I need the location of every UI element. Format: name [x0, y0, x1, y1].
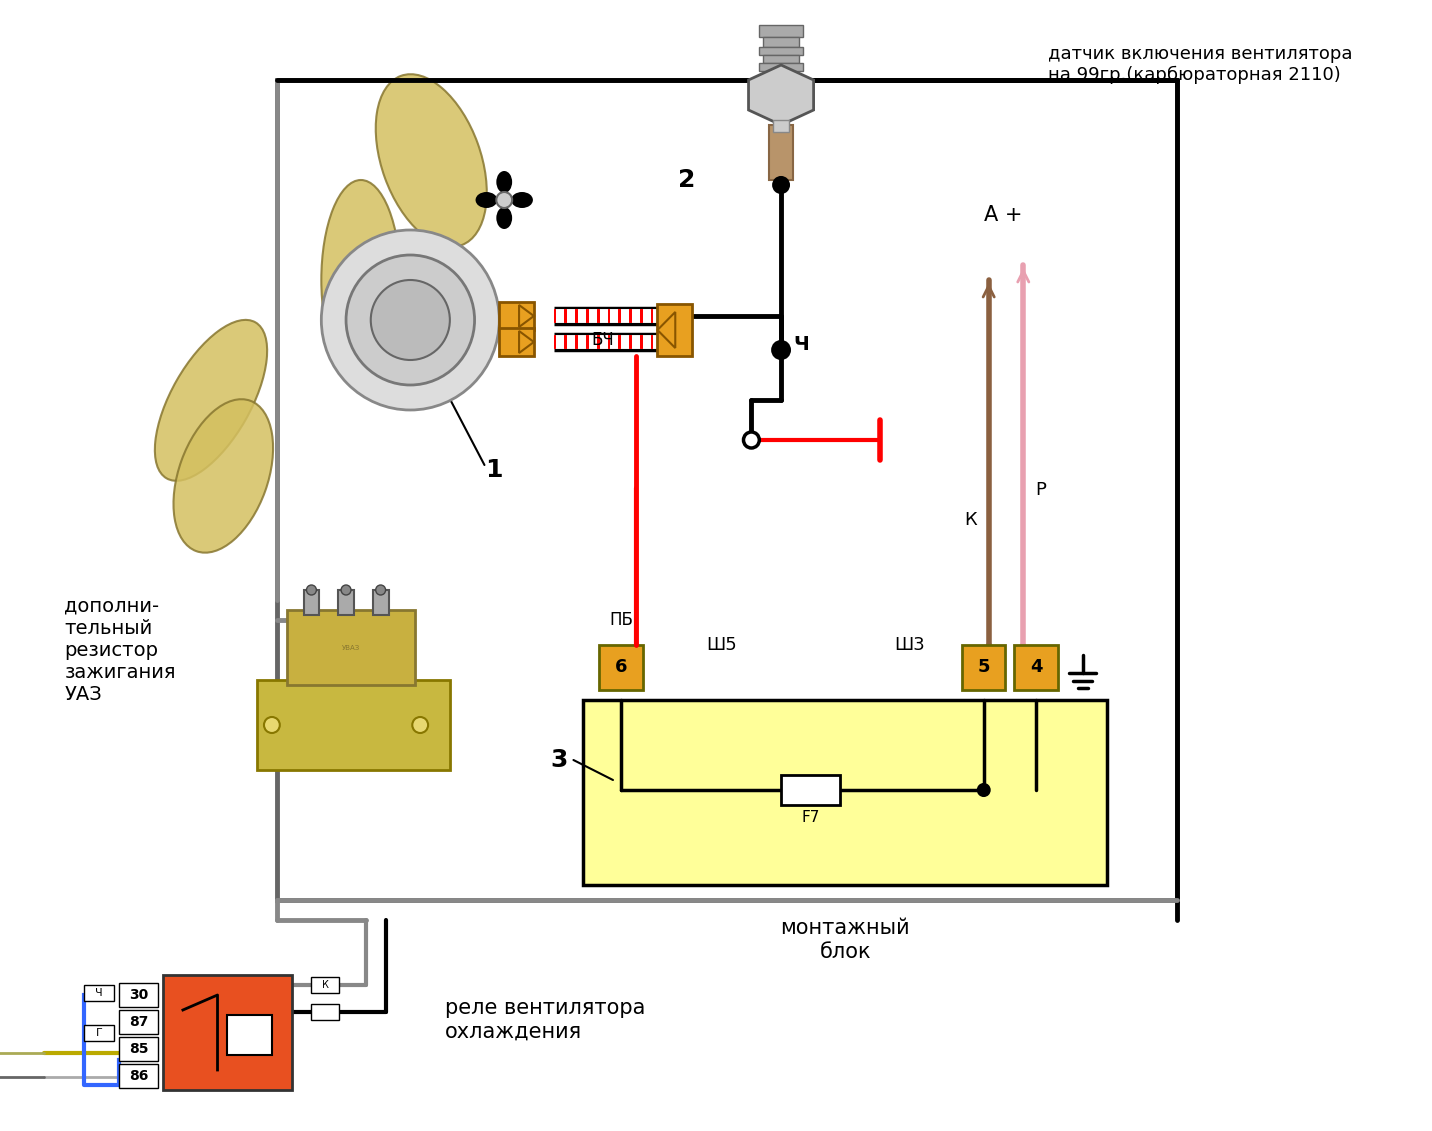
Bar	[119, 1037, 158, 1061]
Ellipse shape	[155, 320, 268, 481]
Bar	[763, 37, 799, 48]
Text: УВАЗ: УВАЗ	[342, 645, 359, 651]
Text: 86: 86	[129, 1069, 147, 1083]
Bar	[119, 1064, 158, 1088]
Circle shape	[371, 280, 450, 360]
Bar	[338, 590, 354, 615]
Bar	[304, 590, 319, 615]
Circle shape	[321, 230, 500, 411]
Circle shape	[773, 176, 789, 193]
Text: 2: 2	[679, 169, 696, 192]
Bar	[500, 328, 534, 356]
Bar	[759, 48, 803, 55]
Circle shape	[497, 192, 513, 208]
Text: 30: 30	[129, 988, 147, 1002]
Polygon shape	[657, 312, 676, 348]
Text: Р: Р	[1035, 481, 1047, 499]
Ellipse shape	[497, 207, 513, 228]
Bar	[163, 975, 292, 1090]
Text: К: К	[965, 511, 977, 529]
Bar	[657, 304, 692, 356]
Bar	[84, 1025, 113, 1041]
Text: реле вентилятора
охлаждения: реле вентилятора охлаждения	[445, 999, 646, 1042]
Polygon shape	[518, 305, 534, 327]
Ellipse shape	[475, 192, 497, 208]
Text: 1: 1	[485, 458, 503, 482]
Bar	[583, 700, 1107, 884]
Bar	[773, 120, 789, 132]
Bar	[119, 1010, 158, 1034]
Text: К: К	[322, 979, 329, 990]
Text: 87: 87	[129, 1015, 147, 1029]
Bar	[311, 1004, 339, 1020]
Circle shape	[263, 717, 279, 733]
Bar	[228, 1015, 272, 1055]
Text: дополни-
тельный
резистор
зажигания
УАЗ: дополни- тельный резистор зажигания УАЗ	[64, 596, 176, 703]
Bar	[286, 610, 415, 685]
Text: 5: 5	[978, 658, 990, 676]
Text: 6: 6	[614, 658, 627, 676]
Circle shape	[341, 585, 351, 595]
Text: F7: F7	[802, 811, 821, 826]
Text: А +: А +	[984, 205, 1022, 225]
Ellipse shape	[511, 192, 533, 208]
Bar	[763, 55, 799, 63]
Bar	[780, 775, 841, 805]
Text: Ш3: Ш3	[894, 636, 925, 654]
Text: монтажный
блок: монтажный блок	[780, 918, 911, 961]
Polygon shape	[518, 331, 534, 353]
Ellipse shape	[375, 75, 487, 247]
Circle shape	[375, 585, 385, 595]
Text: Ч: Ч	[95, 988, 103, 998]
Circle shape	[347, 254, 474, 385]
Bar	[372, 590, 388, 615]
Bar	[84, 985, 113, 1001]
Bar	[769, 126, 793, 180]
Text: 85: 85	[129, 1042, 147, 1056]
Ellipse shape	[321, 180, 401, 380]
Bar	[759, 25, 803, 37]
Bar	[1014, 645, 1058, 690]
Bar	[962, 645, 1005, 690]
Circle shape	[772, 342, 790, 359]
Text: Г: Г	[96, 1028, 102, 1038]
Polygon shape	[749, 64, 813, 126]
Text: БЧ: БЧ	[591, 331, 614, 349]
Bar	[599, 645, 643, 690]
Text: 3: 3	[550, 748, 567, 772]
Circle shape	[306, 585, 316, 595]
Circle shape	[743, 432, 759, 448]
Ellipse shape	[497, 171, 513, 193]
Bar	[311, 977, 339, 993]
Bar	[500, 302, 534, 330]
Bar	[276, 80, 1177, 900]
Circle shape	[978, 784, 990, 796]
Text: ПБ: ПБ	[609, 611, 633, 629]
Text: Ш5: Ш5	[706, 636, 737, 654]
Bar	[119, 983, 158, 1007]
Ellipse shape	[173, 399, 274, 553]
Circle shape	[412, 717, 428, 733]
Text: датчик включения вентилятора
на 99гр.(карбюраторная 2110): датчик включения вентилятора на 99гр.(ка…	[1048, 45, 1352, 84]
Text: Ч: Ч	[793, 336, 809, 354]
Bar	[759, 63, 803, 71]
Text: 4: 4	[1030, 658, 1042, 676]
Bar	[258, 680, 450, 770]
